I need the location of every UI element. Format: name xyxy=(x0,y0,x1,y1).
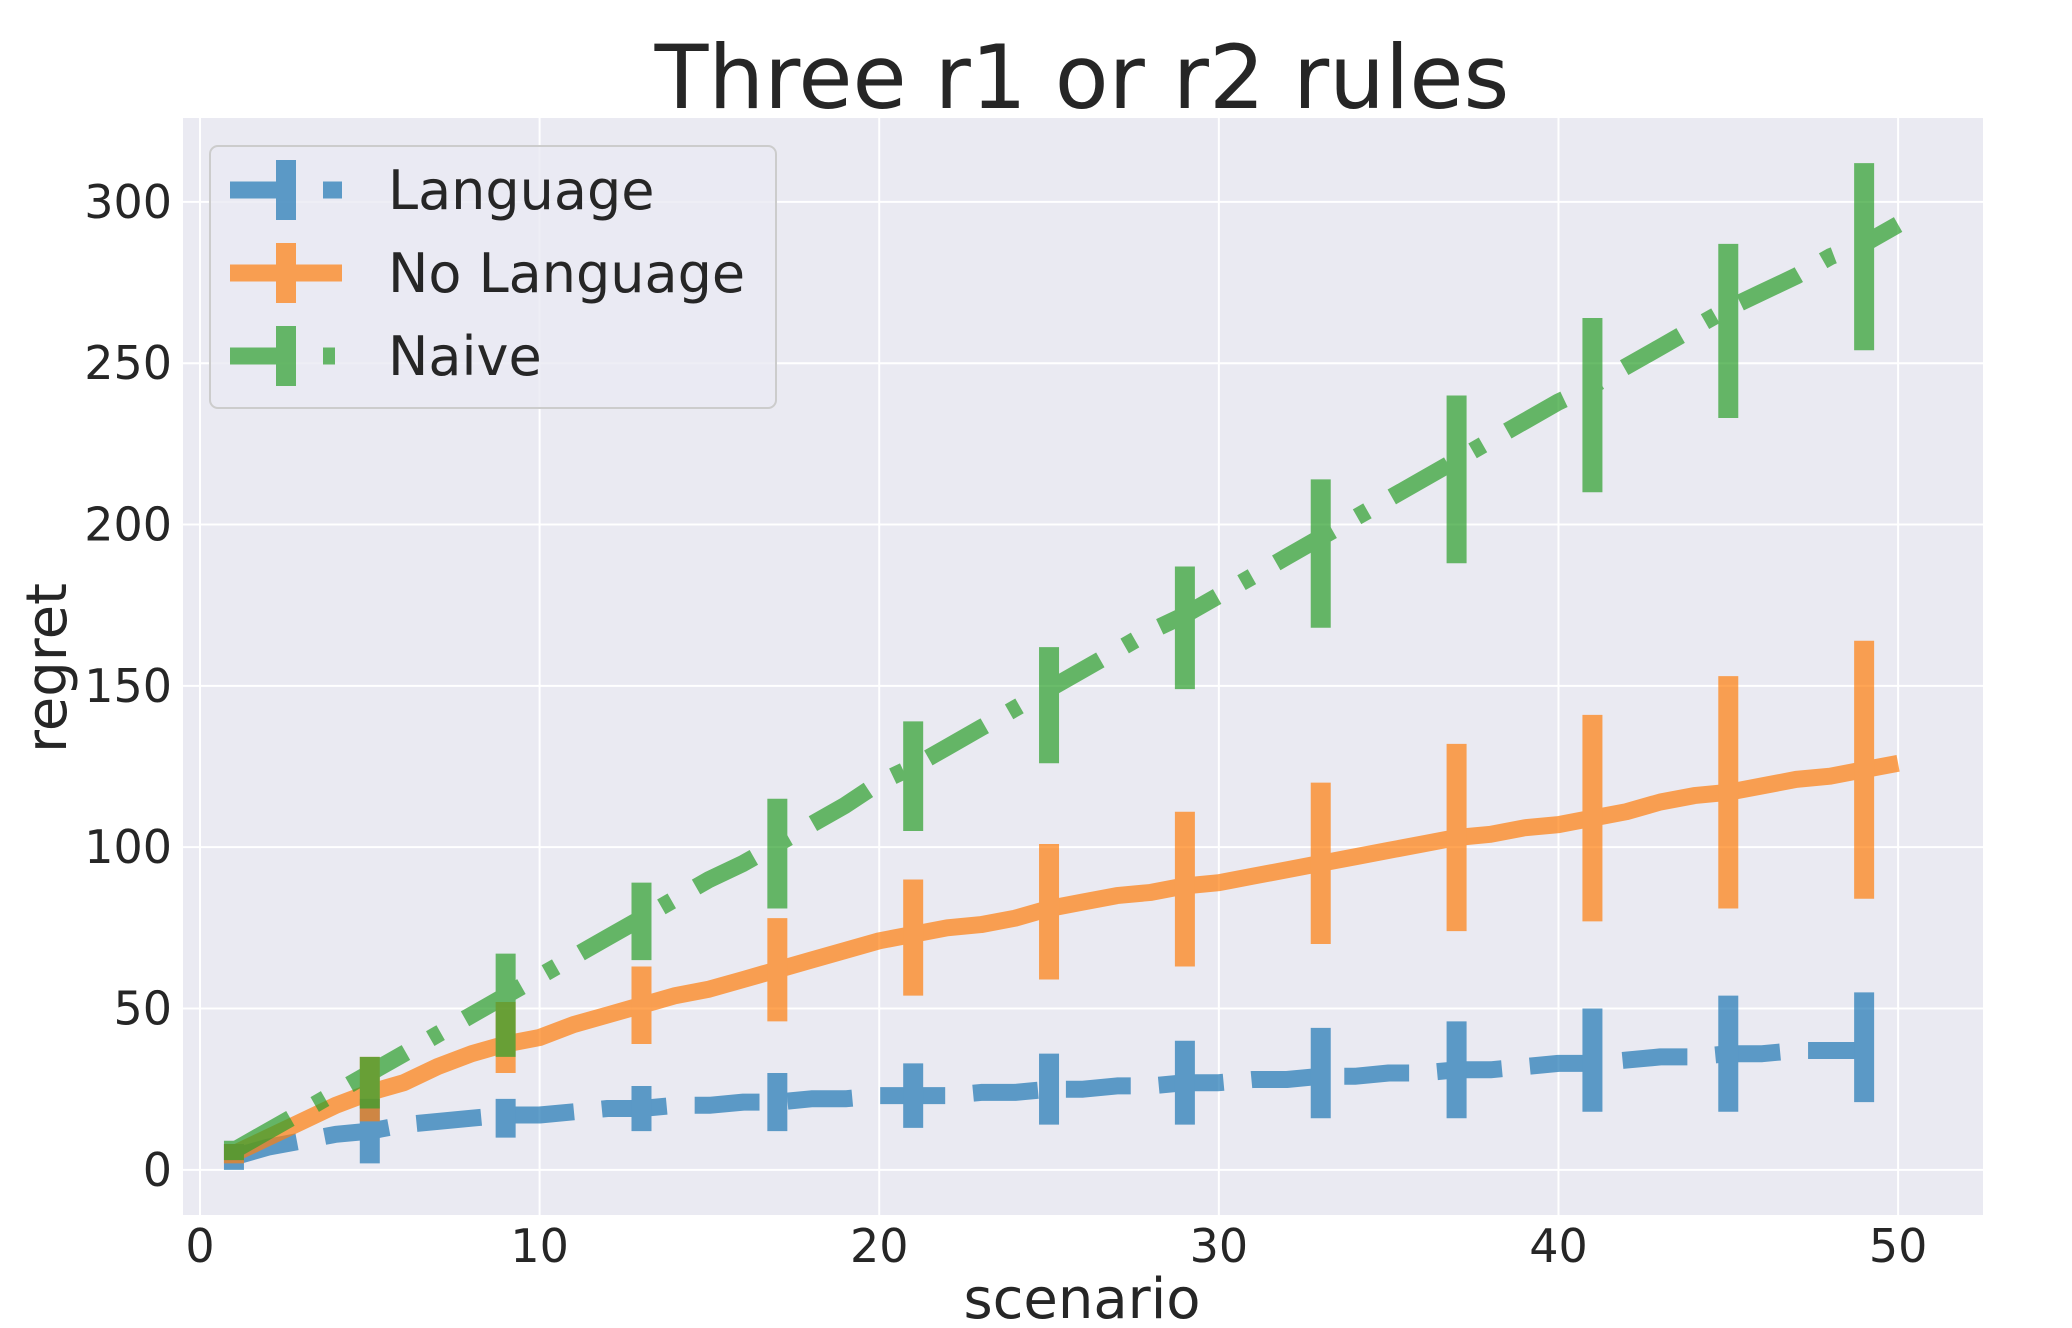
legend-items: Language No Language Naive xyxy=(230,159,745,388)
legend-label: Language xyxy=(388,159,655,222)
legend-label: Naive xyxy=(388,325,542,388)
x-ticks: 0 10 20 30 40 50 xyxy=(185,1219,1927,1273)
y-tick-label: 300 xyxy=(84,175,172,229)
x-tick-label: 30 xyxy=(1190,1219,1249,1273)
legend-swatch xyxy=(230,243,342,303)
y-axis-label: regret xyxy=(15,583,80,753)
legend-swatch xyxy=(230,326,342,386)
y-tick-label: 250 xyxy=(84,336,172,390)
y-tick-label: 50 xyxy=(113,982,172,1036)
x-axis-label: scenario xyxy=(963,1267,1200,1328)
legend-frame xyxy=(209,145,777,409)
legend-label: No Language xyxy=(388,242,745,305)
y-tick-label: 150 xyxy=(84,659,172,713)
x-tick-label: 10 xyxy=(510,1219,569,1273)
chart-title: Three r1 or r2 rules xyxy=(654,26,1510,129)
y-tick-label: 100 xyxy=(84,820,172,874)
legend: Language No Language Naive xyxy=(209,145,777,409)
y-ticks: 0 50 100 150 200 250 300 xyxy=(84,175,172,1197)
x-tick-label: 50 xyxy=(1869,1219,1928,1273)
x-tick-label: 20 xyxy=(850,1219,909,1273)
y-tick-label: 200 xyxy=(84,498,172,552)
x-tick-label: 40 xyxy=(1529,1219,1588,1273)
legend-swatch xyxy=(230,160,342,220)
y-tick-label: 0 xyxy=(143,1143,172,1197)
series-layer xyxy=(223,163,1903,1170)
series-naive xyxy=(223,163,1903,1161)
x-tick-label: 0 xyxy=(185,1219,214,1273)
